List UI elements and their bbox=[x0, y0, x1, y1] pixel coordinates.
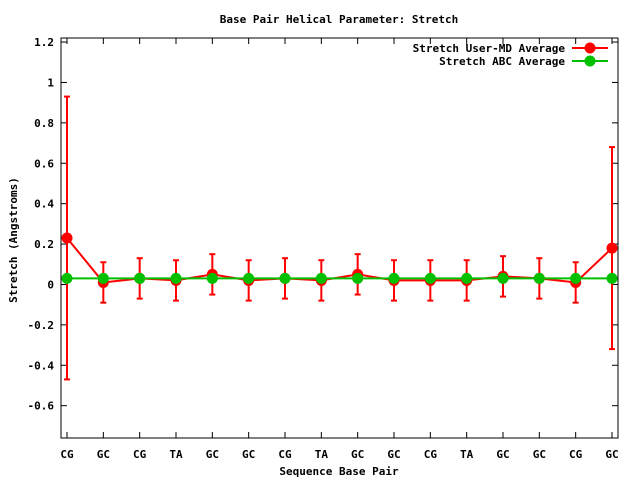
y-tick-label: 1.2 bbox=[34, 36, 54, 49]
data-point-abc bbox=[134, 272, 146, 284]
x-tick-label: GC bbox=[97, 448, 110, 461]
x-tick-label: CG bbox=[569, 448, 583, 461]
y-tick-label: 0.8 bbox=[34, 117, 54, 130]
data-point-abc bbox=[352, 272, 364, 284]
data-point-user-md bbox=[606, 242, 618, 254]
series-layer bbox=[61, 95, 618, 381]
x-tick-label: GC bbox=[605, 448, 618, 461]
x-tick-label: CG bbox=[133, 448, 147, 461]
x-tick-label: TA bbox=[315, 448, 329, 461]
data-point-abc bbox=[606, 272, 618, 284]
data-point-abc bbox=[533, 272, 545, 284]
series-line-user-md bbox=[66, 237, 613, 284]
x-axis-label: Sequence Base Pair bbox=[279, 465, 399, 478]
y-tick-label: 0.4 bbox=[34, 198, 54, 211]
legend: Stretch User-MD Average Stretch ABC Aver… bbox=[413, 42, 608, 68]
y-tick-label: 0.2 bbox=[34, 238, 54, 251]
data-point-abc bbox=[279, 272, 291, 284]
x-tick-label: TA bbox=[460, 448, 474, 461]
legend-label-user-md: Stretch User-MD Average bbox=[413, 42, 566, 55]
x-tick-label: GC bbox=[206, 448, 219, 461]
legend-marker-abc bbox=[584, 55, 596, 67]
data-point-abc bbox=[388, 272, 400, 284]
y-tick-label: 0 bbox=[47, 278, 54, 291]
y-tick-label: 0.6 bbox=[34, 157, 54, 170]
x-tick-label: CG bbox=[424, 448, 438, 461]
legend-marker-user-md bbox=[584, 42, 596, 54]
legend-label-abc: Stretch ABC Average bbox=[439, 55, 565, 68]
x-axis: CG GC CG TA GC GC CG TA GC GC CG TA GC GC CG GC bbox=[60, 38, 619, 461]
data-point-abc bbox=[97, 272, 109, 284]
y-tick-label: -0.4 bbox=[28, 359, 55, 372]
x-tick-label: TA bbox=[169, 448, 183, 461]
y-axis: -0.6 -0.4 -0.2 0 0.2 0.4 0.6 0.8 1 1.2 bbox=[28, 36, 618, 413]
plot-frame bbox=[60, 37, 619, 439]
data-point-abc bbox=[461, 272, 473, 284]
x-tick-label: GC bbox=[496, 448, 509, 461]
data-point-abc bbox=[243, 272, 255, 284]
x-tick-label: GC bbox=[351, 448, 364, 461]
chart-title: Base Pair Helical Parameter: Stretch bbox=[220, 13, 458, 26]
x-tick-label: CG bbox=[278, 448, 292, 461]
x-tick-label: GC bbox=[387, 448, 400, 461]
data-point-abc bbox=[315, 272, 327, 284]
y-tick-label: 1 bbox=[47, 76, 54, 89]
data-point-abc bbox=[61, 272, 73, 284]
y-tick-label: -0.6 bbox=[28, 400, 55, 413]
series-user-md bbox=[61, 95, 618, 381]
data-point-abc bbox=[570, 272, 582, 284]
legend-item-abc: Stretch ABC Average bbox=[439, 55, 608, 68]
data-point-abc bbox=[424, 272, 436, 284]
y-tick-label: -0.2 bbox=[28, 319, 55, 332]
x-tick-label: GC bbox=[242, 448, 255, 461]
x-tick-label: CG bbox=[60, 448, 74, 461]
y-axis-label: Stretch (Angstroms) bbox=[7, 177, 20, 303]
x-tick-label: GC bbox=[533, 448, 546, 461]
legend-item-user-md: Stretch User-MD Average bbox=[413, 42, 608, 55]
data-point-abc bbox=[497, 272, 509, 284]
series-abc bbox=[61, 272, 618, 284]
data-point-abc bbox=[206, 272, 218, 284]
data-point-user-md bbox=[61, 232, 73, 244]
data-point-abc bbox=[170, 272, 182, 284]
